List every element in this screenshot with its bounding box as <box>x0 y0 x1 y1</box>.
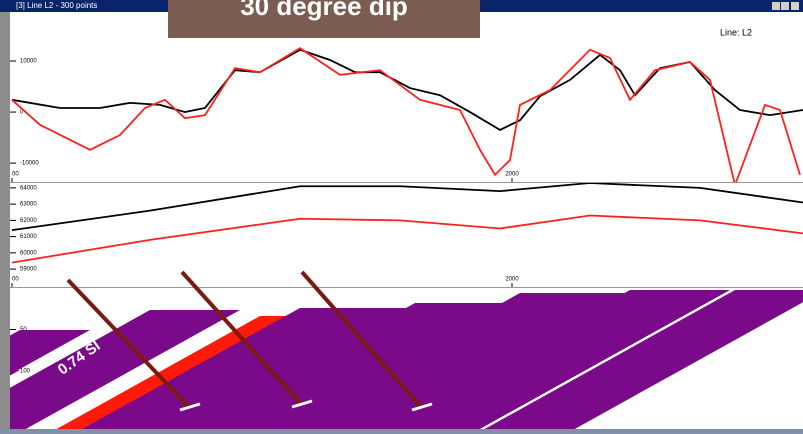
y-tick-label: 10000 <box>20 59 37 65</box>
model-body <box>379 290 730 429</box>
y-tick-label: 62000 <box>20 218 37 224</box>
model-body <box>188 303 525 429</box>
window-title: [3] Line L2 - 300 points <box>16 1 97 10</box>
dip-line <box>66 278 192 410</box>
profile-curve <box>11 47 801 182</box>
model-body <box>82 308 410 429</box>
dip-tick <box>179 402 201 412</box>
y-tick-label: 100 <box>20 369 31 375</box>
y-tick-label: 64000 <box>20 185 37 191</box>
dip-line <box>300 270 424 410</box>
y-tick-label: 59000 <box>20 267 37 273</box>
y-tick-label: -10000 <box>20 161 39 167</box>
x-tick-label: 00 <box>12 277 19 283</box>
model-body <box>275 293 630 429</box>
minimize-button[interactable] <box>772 2 780 10</box>
y-tick-label: 63000 <box>20 202 37 208</box>
dip-line <box>180 270 304 407</box>
x-tick-label: 00 <box>12 172 19 178</box>
frame-left <box>0 0 10 429</box>
x-tick-label: 2000 <box>505 277 519 283</box>
line-label: Line: L2 <box>720 27 752 37</box>
overlay-title: 30 degree dip <box>240 0 408 21</box>
dip-tick <box>291 399 313 409</box>
dip-lines <box>66 270 433 412</box>
y-tick-label: 61000 <box>20 234 37 240</box>
model-bodies <box>10 290 803 429</box>
maximize-button[interactable] <box>781 2 789 10</box>
y-tick-label: 60000 <box>20 250 37 256</box>
model-body <box>10 310 240 429</box>
x-tick-label: 2000 <box>505 172 519 178</box>
close-button[interactable] <box>791 2 799 10</box>
dip-tick <box>411 402 433 412</box>
y-tick-label: 0 <box>20 110 24 116</box>
overlay-title-box <box>168 0 480 38</box>
model-body <box>10 330 90 375</box>
profile-curve <box>11 214 803 264</box>
model-body <box>484 290 803 429</box>
profile-curve <box>11 183 803 232</box>
